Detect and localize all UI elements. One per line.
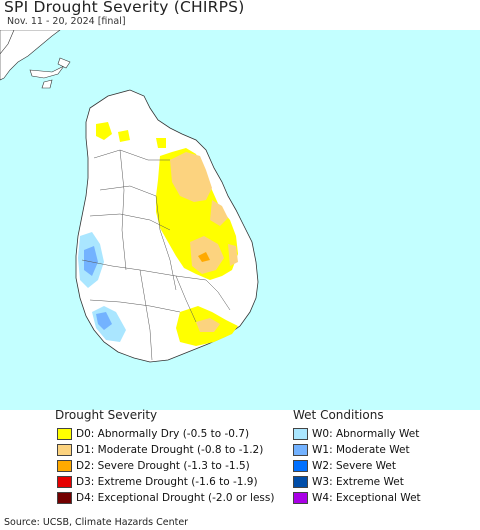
map-subtitle: Nov. 11 - 20, 2024 [final] (7, 16, 126, 27)
drought-legend-item: D3: Extreme Drought (-1.6 to -1.9) (57, 476, 258, 488)
mannar-island (29, 65, 65, 79)
map-title: SPI Drought Severity (CHIRPS) (4, 0, 245, 16)
drought-legend-label: D3: Extreme Drought (-1.6 to -1.9) (76, 476, 258, 488)
w1-areas (84, 246, 112, 330)
drought-legend-label: D0: Abnormally Dry (-0.5 to -0.7) (76, 428, 250, 440)
drought-swatch (57, 444, 72, 456)
d1-areas (170, 152, 238, 332)
wet-legend-item: W3: Extreme Wet (293, 476, 404, 488)
wet-legend-label: W0: Abnormally Wet (312, 428, 420, 440)
drought-legend-label: D2: Severe Drought (-1.3 to -1.5) (76, 460, 250, 472)
drought-legend-item: D4: Exceptional Drought (-2.0 or less) (57, 492, 274, 504)
d2-areas (198, 252, 210, 262)
islet (57, 57, 71, 69)
india-coast (0, 30, 61, 81)
wet-legend-item: W2: Severe Wet (293, 460, 396, 472)
source-credit: Source: UCSB, Climate Hazards Center (4, 517, 189, 528)
drought-legend-item: D2: Severe Drought (-1.3 to -1.5) (57, 460, 250, 472)
drought-legend-label: D4: Exceptional Drought (-2.0 or less) (76, 492, 275, 504)
district-boundaries (81, 149, 231, 361)
wet-legend-item: W4: Exceptional Wet (293, 492, 421, 504)
wet-swatch (293, 492, 308, 504)
wet-swatch (293, 428, 308, 440)
wet-swatch (293, 476, 308, 488)
wet-legend-item: W0: Abnormally Wet (293, 428, 419, 440)
drought-legend-item: D0: Abnormally Dry (-0.5 to -0.7) (57, 428, 249, 440)
drought-swatch (57, 460, 72, 472)
drought-swatch (57, 428, 72, 440)
drought-map (0, 30, 480, 410)
wet-swatch (293, 444, 308, 456)
drought-swatch (57, 492, 72, 504)
wet-legend-label: W1: Moderate Wet (312, 444, 410, 456)
drought-legend-title: Drought Severity (55, 408, 158, 422)
wet-legend-item: W1: Moderate Wet (293, 444, 410, 456)
wet-legend-label: W3: Extreme Wet (312, 476, 404, 488)
drought-swatch (57, 476, 72, 488)
wet-legend-label: W2: Severe Wet (312, 460, 396, 472)
drought-legend-item: D1: Moderate Drought (-0.8 to -1.2) (57, 444, 263, 456)
islet (41, 79, 53, 89)
drought-legend-label: D1: Moderate Drought (-0.8 to -1.2) (76, 444, 264, 456)
wet-swatch (293, 460, 308, 472)
wet-legend-title: Wet Conditions (293, 408, 384, 422)
wet-legend-label: W4: Exceptional Wet (312, 492, 421, 504)
